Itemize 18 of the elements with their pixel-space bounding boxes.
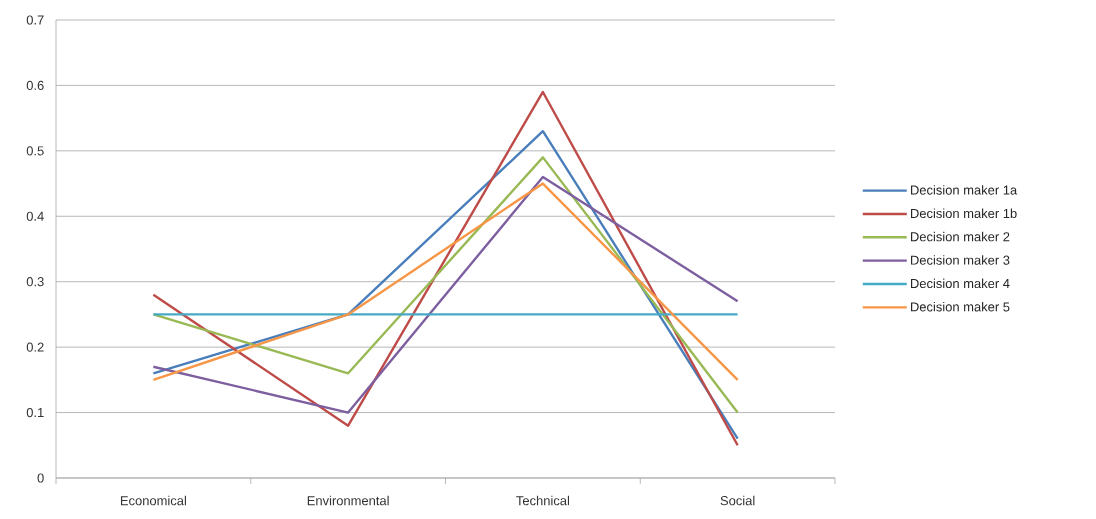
- legend-label: Decision maker 3: [911, 255, 1010, 265]
- y-tick-label: 0.5: [26, 146, 44, 156]
- y-tick-label: 0.4: [26, 211, 44, 221]
- legend-label: Decision maker 1b: [911, 208, 1017, 219]
- y-tick-label: 0: [37, 473, 44, 483]
- legend-label: Decision maker 5: [911, 301, 1010, 312]
- legend-label: Decision maker 1a: [911, 185, 1018, 195]
- x-tick-label: Technical: [516, 495, 570, 506]
- y-tick-label: 0.3: [26, 277, 44, 287]
- legend-label: Decision maker 2: [911, 231, 1010, 242]
- y-tick-label: 0.2: [26, 342, 44, 352]
- y-tick-label: 0.1: [26, 407, 44, 418]
- x-tick-label: Social: [720, 495, 755, 506]
- x-tick-label: Economical: [120, 495, 186, 506]
- x-tick-label: Environmental: [307, 495, 389, 506]
- legend-label: Decision maker 4: [911, 278, 1010, 289]
- y-tick-label: 0.7: [26, 15, 44, 25]
- y-tick-label: 0.6: [26, 80, 44, 90]
